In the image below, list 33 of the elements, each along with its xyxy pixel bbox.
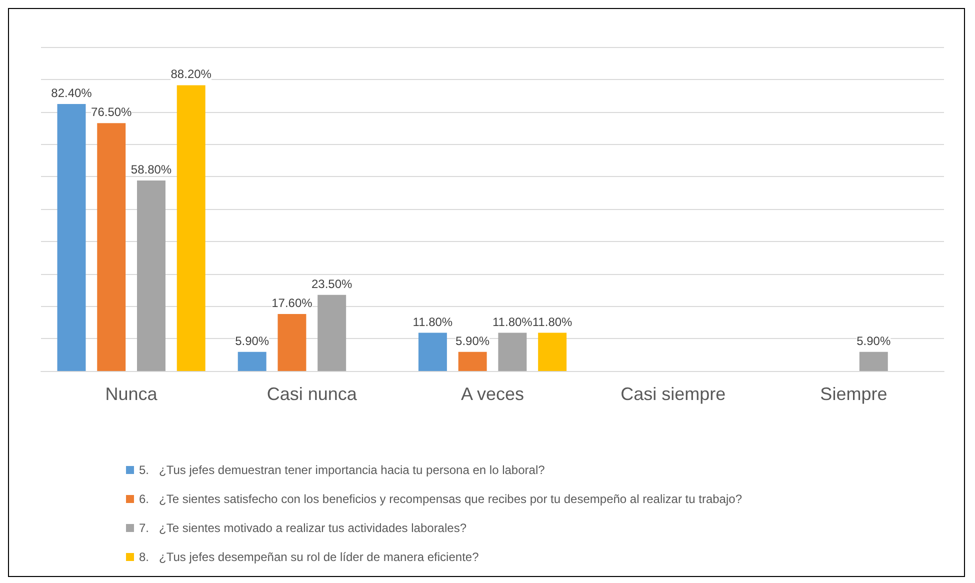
bar xyxy=(238,352,266,371)
legend-label: 7. ¿Te sientes motivado a realizar tus actividades laborales? xyxy=(139,521,467,535)
data-label: 11.80% xyxy=(492,314,533,329)
data-label: 17.60% xyxy=(272,296,313,310)
bar xyxy=(318,294,346,371)
data-label: 58.80% xyxy=(130,162,172,176)
bar xyxy=(859,352,888,371)
data-label: 23.50% xyxy=(311,276,353,291)
bar xyxy=(498,332,527,371)
data-label: 5.90% xyxy=(856,334,891,348)
bar xyxy=(97,123,126,371)
bar xyxy=(458,352,487,371)
bar xyxy=(136,180,166,371)
legend-label: 5. ¿Tus jefes demuestran tener importancia hacia tu persona en lo laboral? xyxy=(139,463,546,477)
x-tick-label: Casi siempre xyxy=(620,384,726,404)
legend-label: 8. ¿Tus jefes desempeñan su rol de líder de manera eficiente? xyxy=(139,550,480,564)
data-label: 82.40% xyxy=(51,86,92,100)
x-tick-label: Nunca xyxy=(105,384,158,404)
data-label: 11.80% xyxy=(532,314,573,329)
x-tick-label: Siempre xyxy=(820,384,888,404)
data-label: 5.90% xyxy=(235,334,270,348)
legend-label: 6. ¿Te sientes satisfecho con los beneficios y recompensas que recibes por tu desempeño al realizar tu trabajo? xyxy=(139,492,742,506)
bar xyxy=(278,314,306,371)
data-label: 76.50% xyxy=(91,105,132,120)
bar xyxy=(57,104,86,371)
data-label: 11.80% xyxy=(412,314,453,329)
data-label: 88.20% xyxy=(170,67,212,82)
bar xyxy=(176,85,206,371)
x-tick-label: A veces xyxy=(460,384,524,404)
bar xyxy=(538,332,567,371)
data-label: 5.90% xyxy=(456,334,490,348)
x-tick-label: Casi nunca xyxy=(266,384,358,404)
bar xyxy=(418,332,447,371)
